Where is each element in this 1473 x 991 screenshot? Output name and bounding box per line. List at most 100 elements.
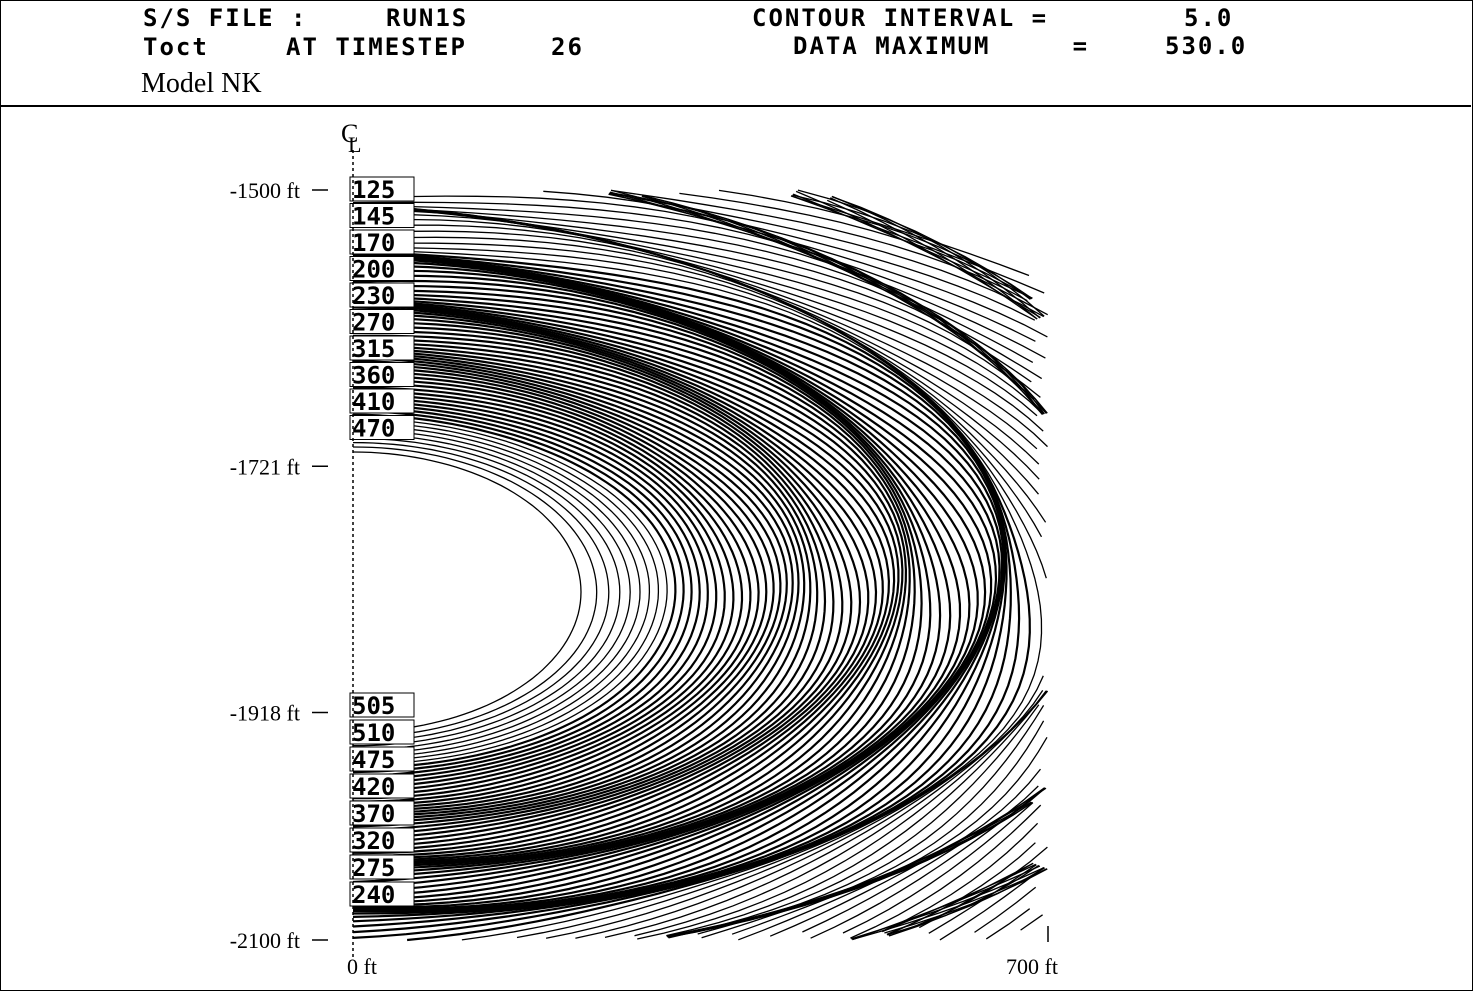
contour-line [352,334,862,855]
contour-label-box [349,773,415,799]
contour-line [352,279,979,909]
contour-label-box [349,309,415,334]
file-name: RUN1S [386,4,469,32]
contour-interval-value: 5.0 [1184,4,1234,32]
contour-label-box [349,881,415,907]
contour-label-box [349,800,415,826]
y-ticks: -1500 ft -1721 ft -1918 ft -2100 ft [230,178,328,953]
contour-line [831,195,1041,936]
contour-line [352,330,870,857]
contour-line [352,344,835,844]
contour-label-box [349,415,415,440]
contour-line [352,260,1001,913]
contour-label: 145 [352,203,395,231]
contour-line [352,433,631,751]
contour-label: 275 [352,854,395,882]
contour-line [829,197,1038,934]
contour-line [352,326,878,859]
contour-line [352,437,621,747]
contour-line [352,417,668,766]
contour-line [352,313,896,865]
contour-label-box [349,719,415,745]
contour-line [352,300,916,884]
contour-line [352,309,900,868]
contour-line [352,306,904,871]
variable-name: Toct [143,33,209,61]
contour-line [353,386,744,800]
contour-line [352,251,1021,939]
contour-label: 475 [352,746,395,774]
timestep-value: 26 [551,33,584,61]
data-maximum-value: 530.0 [1165,32,1248,60]
contour-label: 420 [352,773,395,801]
chart-header: S/S FILE : RUN1S Toct AT TIMESTEP 26 CON… [0,0,1471,107]
contour-line [352,264,998,912]
contour-line [352,298,923,888]
contour-line [353,367,782,814]
contour-lines [352,189,1049,942]
contour-label-box [349,692,415,718]
contour-line [352,390,735,796]
y-tick-label: -2100 ft [230,928,300,953]
contour-label: 125 [352,176,395,204]
contour-line [352,349,819,836]
contour-line [352,429,641,755]
contour-line [352,317,891,863]
contour-line [352,363,788,817]
contour-line [352,406,693,777]
contour-label-box [349,388,415,414]
contour-line [352,441,610,743]
contour-label: 240 [352,881,395,909]
contour-line [826,199,1044,941]
contour-label-box [349,854,415,880]
contour-label: 510 [352,719,395,747]
contour-line [790,195,1045,931]
contour-line [352,421,660,762]
contour-line [352,360,794,821]
contour-label: 370 [352,800,395,828]
contour-line [641,195,1042,939]
contour-line [352,289,962,904]
centerline-label: C [341,119,358,148]
y-tick-label: -1500 ft [230,178,300,203]
contour-label-box [349,746,415,772]
contour-line [352,346,827,840]
centerline-label-sub: L [348,132,361,157]
contour-label: 170 [352,229,395,257]
contour-line [352,303,908,875]
x-tick-label: 700 ft [1006,954,1058,979]
contour-label: 200 [352,256,395,284]
contour-line [352,301,911,879]
contour-line [352,354,806,828]
contour-line [352,383,752,803]
contour-line [353,246,1047,939]
contour-line [352,375,768,809]
contour-line [352,396,718,789]
contour-line [352,371,775,812]
contour-label: 410 [352,388,395,416]
contour-line [352,297,932,893]
contour-label-box [349,335,415,361]
contour-line [352,446,598,738]
contour-label: 360 [352,362,395,390]
contour-line [352,413,677,770]
contour-line [352,357,800,824]
contour-line [352,257,1004,915]
contour-label-box [349,203,415,228]
x-tick-label: 0 ft [347,954,377,979]
contour-label: 320 [352,827,395,855]
x-ticks: 0 ft 700 ft [347,954,1058,979]
contour-label: 230 [352,282,395,310]
axes: C L [341,119,1049,960]
contour-label-box [349,229,415,255]
contour-line [352,338,853,851]
y-tick-label: -1918 ft [230,701,300,726]
contour-interval-label: CONTOUR INTERVAL = [752,4,1049,32]
file-label: S/S FILE : [143,4,308,32]
contour-line [795,190,1049,933]
contour-line [352,249,1043,941]
y-tick-label: -1721 ft [230,454,300,479]
